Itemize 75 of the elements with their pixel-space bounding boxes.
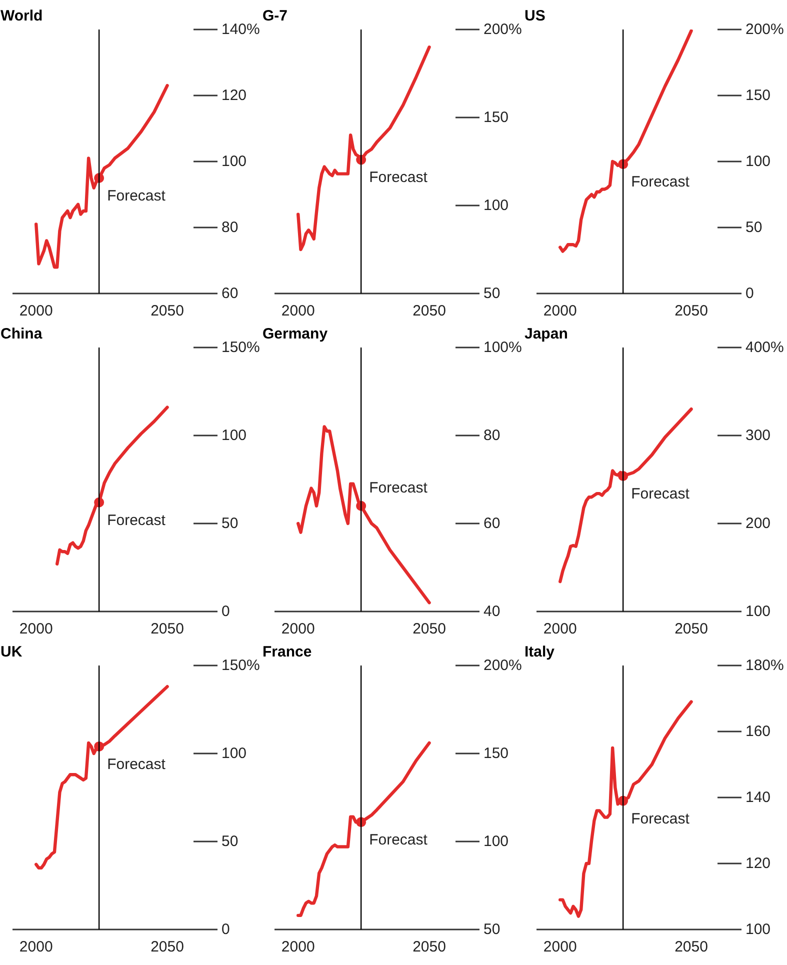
y-tick-label: 150% (222, 339, 260, 356)
chart-title: China (0, 326, 43, 342)
chart-title: US (524, 8, 546, 24)
y-tick-label: 150 (746, 87, 771, 104)
x-tick-label: 2000 (543, 302, 577, 320)
y-tick-label: 0 (222, 603, 230, 620)
x-tick-label: 2050 (674, 938, 708, 956)
x-tick-label: 2050 (412, 938, 446, 956)
chart-title: Germany (262, 326, 328, 342)
y-tick-label: 100% (484, 339, 522, 356)
x-tick-label: 2050 (412, 620, 446, 638)
ref-line-label: Forecast (631, 174, 690, 191)
ref-line-label: Forecast (369, 169, 428, 186)
y-tick-label: 300 (746, 427, 771, 444)
y-tick-label: 150 (484, 109, 509, 126)
x-tick-label: 2000 (543, 938, 577, 956)
y-tick-label: 50 (484, 285, 500, 302)
x-tick-label: 2000 (281, 620, 315, 638)
chart-title: World (0, 8, 43, 24)
x-tick-label: 2000 (281, 302, 315, 320)
y-tick-label: 0 (746, 285, 754, 302)
chart-title: France (262, 644, 312, 660)
ref-line-label: Forecast (107, 756, 166, 773)
y-tick-label: 60 (484, 515, 500, 532)
x-tick-label: 2050 (150, 938, 184, 956)
y-tick-label: 180% (746, 657, 784, 674)
ref-line-label: Forecast (631, 810, 690, 828)
y-tick-label: 200% (484, 21, 522, 38)
y-tick-label: 400% (746, 339, 784, 356)
y-tick-label: 100 (222, 745, 247, 762)
y-tick-label: 120 (746, 855, 771, 872)
y-tick-label: 200% (484, 657, 522, 674)
y-tick-label: 120 (222, 87, 247, 104)
y-tick-label: 160 (746, 723, 771, 740)
y-tick-label: 80 (484, 427, 500, 444)
x-tick-label: 2000 (19, 302, 53, 320)
ref-line-label: Forecast (369, 479, 428, 496)
y-tick-label: 140 (746, 789, 771, 806)
y-tick-label: 200% (746, 21, 784, 38)
y-tick-label: 50 (484, 921, 500, 938)
y-tick-label: 200 (746, 515, 771, 532)
chart-title: UK (0, 644, 22, 660)
y-tick-label: 0 (222, 921, 230, 938)
y-tick-label: 50 (222, 515, 238, 532)
x-tick-label: 2000 (543, 620, 577, 638)
y-tick-label: 50 (222, 833, 238, 850)
ref-line-label: Forecast (631, 485, 690, 502)
x-tick-label: 2050 (412, 302, 446, 320)
x-tick-label: 2000 (19, 620, 53, 638)
y-tick-label: 140% (222, 21, 260, 38)
y-tick-label: 60 (222, 285, 238, 302)
y-tick-label: 100 (484, 833, 509, 850)
y-tick-label: 100 (746, 603, 771, 620)
y-tick-label: 100 (746, 153, 771, 170)
x-tick-label: 2050 (150, 302, 184, 320)
y-tick-label: 100 (222, 427, 247, 444)
y-tick-label: 150 (484, 745, 509, 762)
x-tick-label: 2050 (674, 302, 708, 320)
ref-line-label: Forecast (107, 188, 166, 204)
x-tick-label: 2050 (674, 620, 708, 638)
x-tick-label: 2000 (19, 938, 53, 956)
y-tick-label: 150% (222, 657, 260, 674)
y-tick-label: 80 (222, 219, 238, 236)
y-tick-label: 100 (746, 921, 771, 938)
chart-title: Italy (524, 644, 556, 660)
x-tick-label: 2000 (281, 938, 315, 956)
y-tick-label: 40 (484, 603, 500, 620)
ref-line-label: Forecast (369, 832, 428, 849)
y-tick-label: 100 (222, 153, 247, 170)
x-tick-label: 2050 (150, 620, 184, 638)
chart-title: Japan (524, 326, 568, 342)
y-tick-label: 50 (746, 219, 762, 236)
chart-title: G-7 (262, 8, 288, 24)
y-tick-label: 100 (484, 197, 509, 214)
ref-line-label: Forecast (107, 512, 166, 529)
